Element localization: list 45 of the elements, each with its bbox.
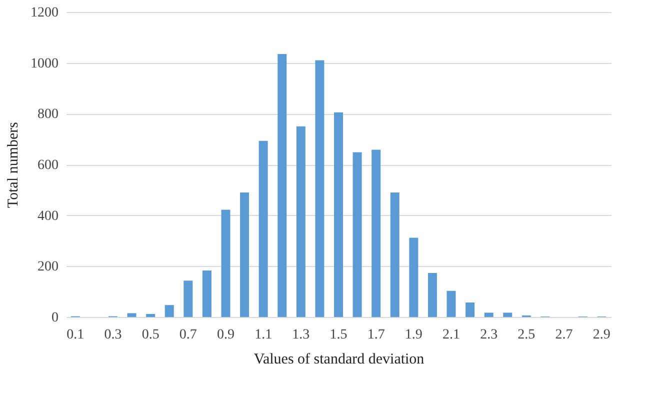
bar [372, 150, 381, 317]
bar [484, 312, 494, 317]
x-tick-label: 0.9 [216, 328, 234, 342]
x-axis-title: Values of standard deviation [254, 352, 425, 368]
bar [296, 126, 306, 317]
bar [352, 152, 362, 317]
y-tick-label: 400 [38, 208, 58, 224]
bar [258, 140, 268, 317]
bar [503, 312, 512, 317]
y-tick-label: 1000 [30, 56, 58, 72]
x-tick-label: 0.5 [142, 328, 160, 342]
y-axis-title: Total numbers [6, 122, 22, 208]
bar [334, 112, 343, 317]
y-tick-label: 600 [38, 158, 58, 173]
x-tick-label: 1.7 [367, 328, 385, 342]
bar [221, 210, 230, 317]
x-tick-label: 0.3 [104, 328, 122, 342]
x-tick-label: 0.7 [179, 328, 197, 342]
x-tick-label: 1.1 [254, 328, 272, 342]
y-tick-label: 200 [38, 260, 58, 275]
x-tick-label: 0.1 [66, 328, 84, 342]
bar [184, 280, 193, 317]
bar [315, 60, 324, 317]
bar [466, 302, 475, 317]
y-tick-label: 0 [52, 310, 58, 326]
x-tick-label: 2.1 [442, 328, 460, 342]
x-tick-label: 2.3 [480, 328, 498, 342]
bar [446, 290, 456, 317]
bar [390, 192, 400, 317]
bar [164, 305, 174, 317]
x-tick-label: 2.9 [592, 328, 610, 342]
x-tick-label: 2.7 [555, 328, 573, 342]
bar [428, 273, 437, 317]
bar [278, 54, 287, 317]
bar [240, 192, 250, 317]
y-tick-label: 800 [38, 107, 58, 122]
bar [127, 313, 136, 317]
y-tick-label: 1200 [30, 6, 58, 20]
bar [202, 270, 212, 317]
x-tick-label: 2.5 [518, 328, 536, 342]
x-tick-label: 1.9 [404, 328, 422, 342]
bar [146, 314, 156, 317]
x-tick-label: 1.5 [330, 328, 348, 342]
bar [409, 238, 418, 317]
x-tick-label: 1.3 [292, 328, 310, 342]
